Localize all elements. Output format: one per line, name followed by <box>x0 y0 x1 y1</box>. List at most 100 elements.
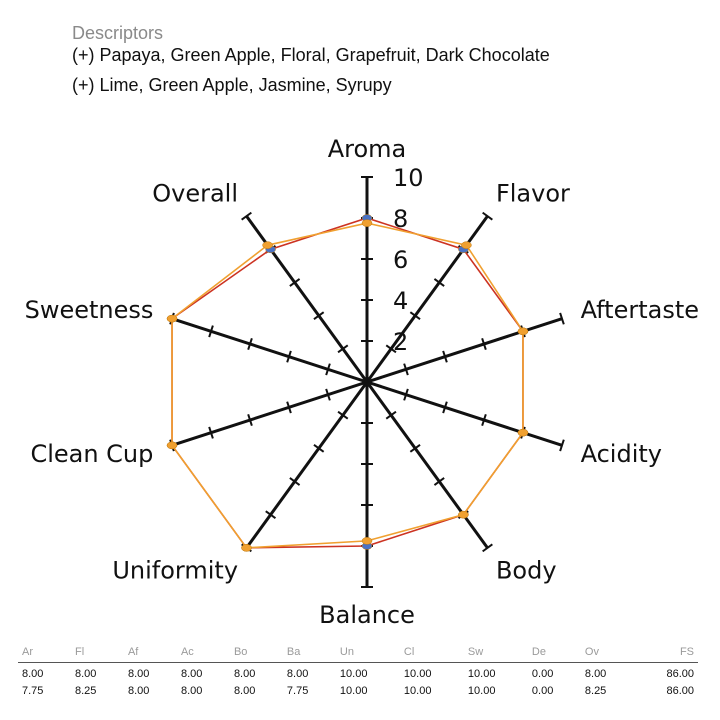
axis-label: Uniformity <box>112 557 238 585</box>
axis-tick <box>289 278 301 287</box>
axis-spoke <box>365 215 489 383</box>
col-header: De <box>527 644 581 663</box>
table-cell: 0.00 <box>531 668 554 680</box>
table-cell: 8.00 <box>180 668 203 680</box>
table-cell: 8.25 <box>74 685 97 697</box>
series-line <box>171 222 524 549</box>
table-cell: 10.00 <box>339 685 368 697</box>
axis-tick <box>325 388 331 401</box>
table-cell: 8.00 <box>233 668 256 680</box>
table-cell: 8.00 <box>22 668 44 680</box>
table-cell: 8.00 <box>233 685 256 697</box>
axis-spoke <box>366 317 563 384</box>
table-cell: 7.75 <box>22 685 44 697</box>
series-line <box>171 217 524 549</box>
axis-label: Sweetness <box>25 296 154 324</box>
table-cell: 8.00 <box>127 668 150 680</box>
axis-tick <box>313 311 325 320</box>
table-cell: 10.00 <box>467 685 496 697</box>
table-cell: 10.00 <box>339 668 368 680</box>
axis-tick <box>289 477 301 486</box>
axis-spoke <box>171 317 368 384</box>
axis-tick <box>385 344 397 354</box>
data-point <box>361 537 373 545</box>
col-header: Ba <box>282 644 336 663</box>
data-point <box>262 241 273 249</box>
table-cell: 0.00 <box>531 685 554 697</box>
axis-label: Clean Cup <box>30 440 153 468</box>
axis-tick <box>482 543 493 553</box>
radial-tick-label: 4 <box>393 287 408 315</box>
axis-spoke <box>366 380 563 447</box>
descriptor-line: (+) Papaya, Green Apple, Floral, Grapefr… <box>72 45 550 65</box>
table-cell: 10.00 <box>403 668 432 680</box>
score-table-header-row: Ar Fl Af Ac Bo Ba Un Cl Sw De Ov FS <box>18 644 698 663</box>
axis-tick <box>325 363 331 376</box>
axis-tick <box>313 444 325 453</box>
radar-chart: Aroma Flavor Aftertaste Acidity Body Balance U… <box>25 135 699 629</box>
axis-label: Flavor <box>496 179 570 207</box>
axis-tick <box>403 388 409 401</box>
table-cell: 8.00 <box>584 668 607 680</box>
table-cell: 8.00 <box>74 668 97 680</box>
data-point <box>517 327 529 336</box>
axis-tick <box>337 410 349 420</box>
table-cell: 7.75 <box>286 685 309 697</box>
axis-label: Aftertaste <box>581 296 699 324</box>
col-header: Ac <box>176 644 230 663</box>
table-row: 8.00 8.00 8.00 8.00 8.00 8.00 10.00 10.0… <box>18 663 698 680</box>
descriptors-section: Descriptors (+) Papaya, Green Apple, Flo… <box>72 22 550 96</box>
axis-label: Acidity <box>581 440 662 468</box>
col-header: Un <box>335 644 400 663</box>
axis-tick <box>247 337 253 351</box>
axis-tick <box>265 510 277 520</box>
axis-tick <box>559 312 565 325</box>
axis-tick <box>481 413 487 427</box>
table-cell: 8.00 <box>286 668 309 680</box>
table-cell: 86.00 <box>666 685 694 697</box>
table-cell: 8.25 <box>584 685 607 697</box>
axis-label: Balance <box>319 601 415 629</box>
table-cell: 8.00 <box>180 685 203 697</box>
axis-tick <box>433 278 445 287</box>
axis-tick <box>442 401 448 414</box>
axis-label: Aroma <box>328 135 407 163</box>
col-header: Bo <box>229 644 283 663</box>
axis-tick <box>433 477 445 486</box>
radial-tick-label: 8 <box>393 205 408 233</box>
axis-tick <box>337 344 349 354</box>
axis-spoke <box>245 215 369 383</box>
col-header: Fl <box>70 644 124 663</box>
data-point <box>458 510 469 519</box>
axis-tick <box>247 413 253 427</box>
descriptor-line: (+) Lime, Green Apple, Jasmine, Syrupy <box>72 75 392 95</box>
col-header: FS <box>633 644 698 663</box>
axis-tick <box>286 350 292 363</box>
axis-tick <box>409 311 421 320</box>
axis-tick <box>481 337 487 351</box>
axis-tick <box>241 211 252 221</box>
axis-spoke <box>245 381 369 549</box>
axis-tick <box>208 426 214 439</box>
axis-tick <box>286 401 292 414</box>
data-point <box>517 428 529 437</box>
score-table: Ar Fl Af Ac Bo Ba Un Cl Sw De Ov FS 8.00… <box>18 644 698 697</box>
radial-tick-label: 10 <box>393 164 424 192</box>
data-point <box>166 441 178 450</box>
table-cell: 8.00 <box>127 685 150 697</box>
axis-tick <box>442 350 448 363</box>
data-point <box>166 314 178 323</box>
radial-tick-label: 2 <box>393 328 408 356</box>
col-header: Ar <box>18 644 71 663</box>
col-header: Ov <box>580 644 634 663</box>
radial-tick-label: 6 <box>393 246 408 274</box>
axis-tick <box>559 439 565 452</box>
axis-tick <box>403 363 409 376</box>
descriptors-heading: Descriptors <box>72 23 164 43</box>
axis-tick <box>385 410 397 420</box>
data-point <box>461 241 472 249</box>
axis-tick <box>208 325 214 338</box>
table-cell: 10.00 <box>467 668 496 680</box>
axis-label: Body <box>496 557 557 585</box>
col-header: Sw <box>463 644 528 663</box>
